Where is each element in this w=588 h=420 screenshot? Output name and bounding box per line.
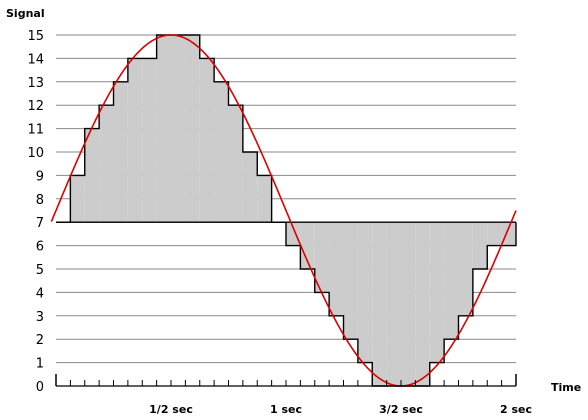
sample-bar [242,152,258,223]
sample-bar [415,222,430,386]
y-tick-label: 7 [36,216,44,231]
sample-bar [84,128,100,223]
y-tick-label: 5 [36,263,44,278]
x-tick-label: 2 sec [500,403,532,416]
sample-bar [70,175,85,223]
sampled-signal [56,34,517,387]
y-tick-label: 4 [36,286,44,301]
y-tick-label: 1 [36,357,44,372]
sample-bar [343,222,358,340]
sample-bar [458,222,473,316]
sample-bar [329,222,344,316]
sample-bar [99,105,114,223]
y-tick-label: 6 [36,240,44,255]
sample-bar [386,222,401,386]
sine-curve [50,34,517,387]
sample-bar [127,58,143,223]
y-tick-label: 9 [36,169,44,184]
x-tick-label: 3/2 sec [379,403,423,416]
sample-bar [372,222,387,386]
sample-bar [314,222,330,293]
y-tick-label: 14 [27,52,44,67]
sample-bar [487,222,502,246]
sample-bar [171,35,186,223]
sample-bar [214,81,229,223]
y-axis-label: Signal [6,7,45,20]
y-tick-label: 8 [36,193,44,208]
y-tick-label: 11 [27,123,44,138]
sample-bar [142,58,157,223]
sample-bar [113,81,128,223]
sample-bar [429,222,445,363]
sample-bar [185,35,200,223]
sample-bar [472,222,488,269]
sample-bar [357,222,373,363]
sample-bar [228,105,243,223]
analog-signal [50,34,517,387]
x-tick-label: 1/2 sec [149,403,193,416]
sample-bar [300,222,315,269]
x-tick-labels: 1/2 sec 1 sec 3/2 sec 2 sec [149,403,532,416]
x-tick-label: 1 sec [270,403,302,416]
y-tick-label: 0 [36,380,44,395]
sample-bar [156,35,171,223]
sample-bar [444,222,459,340]
x-axis [55,374,517,387]
step-outline [56,34,517,387]
y-tick-label: 2 [36,333,44,348]
x-axis-label: Time [551,381,581,394]
y-tick-label: 3 [36,310,44,325]
sample-bar [501,222,516,246]
y-tick-label: 13 [27,76,44,91]
sample-bar [199,58,215,223]
sample-bar [286,222,301,246]
y-tick-label: 10 [27,146,44,161]
sample-bar [401,222,416,386]
y-tick-label: 15 [27,29,44,44]
sample-bar [257,175,272,223]
y-tick-label: 12 [27,99,44,114]
